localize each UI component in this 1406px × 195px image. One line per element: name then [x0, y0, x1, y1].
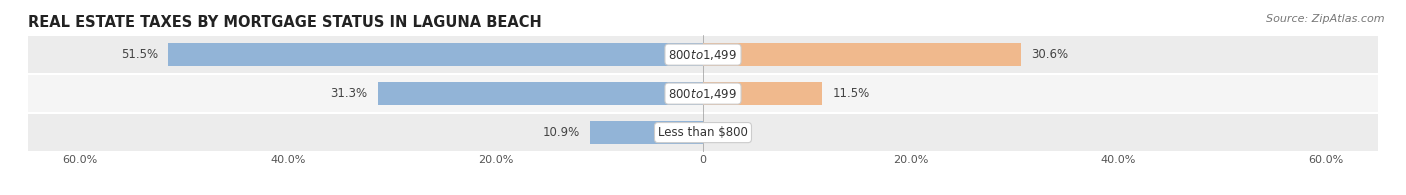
Text: 51.5%: 51.5% — [121, 48, 157, 61]
Text: $800 to $1,499: $800 to $1,499 — [668, 87, 738, 101]
Bar — [703, 43, 1021, 66]
Bar — [28, 114, 1378, 151]
Text: REAL ESTATE TAXES BY MORTGAGE STATUS IN LAGUNA BEACH: REAL ESTATE TAXES BY MORTGAGE STATUS IN … — [28, 15, 541, 30]
Text: Source: ZipAtlas.com: Source: ZipAtlas.com — [1267, 14, 1385, 24]
Text: 10.9%: 10.9% — [543, 126, 579, 139]
Bar — [703, 82, 823, 105]
Text: 11.5%: 11.5% — [832, 87, 870, 100]
Bar — [169, 43, 703, 66]
Text: 0.0%: 0.0% — [713, 126, 742, 139]
Text: $800 to $1,499: $800 to $1,499 — [668, 48, 738, 62]
Bar — [591, 121, 703, 144]
Bar — [28, 75, 1378, 112]
Text: 30.6%: 30.6% — [1031, 48, 1069, 61]
Bar — [378, 82, 703, 105]
Text: 31.3%: 31.3% — [330, 87, 367, 100]
Text: Less than $800: Less than $800 — [658, 126, 748, 139]
Bar — [28, 36, 1378, 73]
